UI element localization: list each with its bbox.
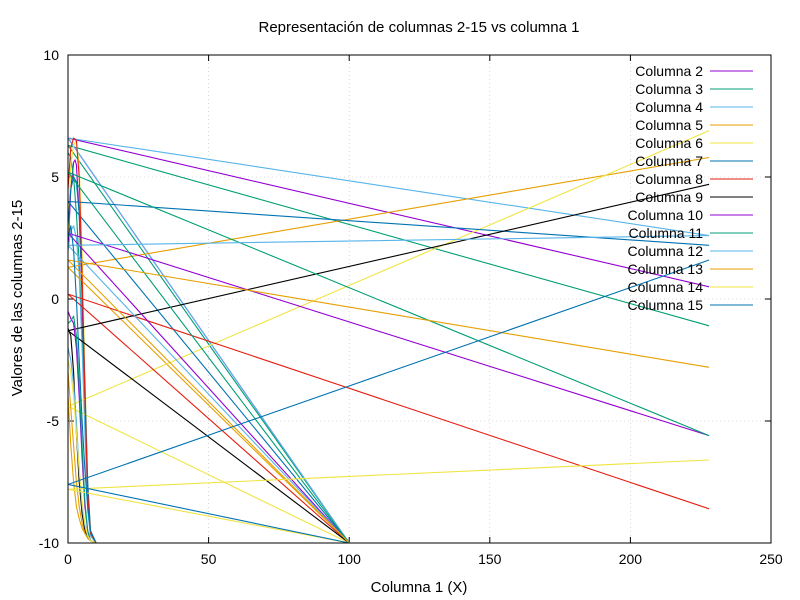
x-tick-label: 250: [759, 551, 783, 567]
x-tick-label: 100: [338, 551, 362, 567]
legend: Columna 2 Columna 3 Columna 4 Columna 5 Colu…: [628, 63, 753, 313]
legend-label: Columna 6: [635, 135, 703, 151]
x-tick-label: 200: [619, 551, 643, 567]
y-tick-label: 10: [43, 47, 59, 63]
y-axis-label: Valores de las columnas 2-15: [9, 200, 26, 397]
chart-title: Representación de columnas 2-15 vs colum…: [258, 19, 579, 36]
legend-label: Columna 4: [635, 99, 703, 115]
series-group: [68, 130, 710, 543]
series-line-15: [68, 225, 710, 543]
legend-label: Columna 15: [628, 297, 704, 313]
legend-label: Columna 7: [635, 153, 703, 169]
series-line-7: [68, 176, 710, 543]
series-line-4: [68, 137, 710, 543]
series-line-8: [68, 137, 710, 543]
x-tick-label: 50: [201, 551, 217, 567]
legend-label: Columna 2: [635, 63, 703, 79]
y-tick-label: -5: [47, 413, 60, 429]
legend-label: Columna 8: [635, 171, 703, 187]
legend-label: Columna 14: [628, 279, 704, 295]
series-line-3: [68, 144, 710, 543]
plot-frame: [67, 54, 772, 544]
series-line-10: [68, 232, 710, 543]
legend-label: Columna 10: [628, 207, 704, 223]
series-line-14: [68, 359, 710, 543]
series-line-13: [68, 259, 710, 543]
series-line-2: [68, 137, 710, 543]
x-tick-label: 150: [478, 551, 502, 567]
legend-label: Columna 3: [635, 81, 703, 97]
series-line-9: [68, 183, 710, 543]
y-tick-label: -10: [39, 535, 59, 551]
legend-label: Columna 13: [628, 261, 704, 277]
y-tick-label: 0: [51, 291, 59, 307]
x-axis-label: Columna 1 (X): [371, 579, 468, 596]
x-tick-label: 0: [64, 551, 72, 567]
series-line-11: [68, 171, 710, 543]
legend-label: Columna 11: [629, 225, 704, 241]
legend-label: Columna 5: [635, 117, 703, 133]
y-tick-label: 5: [51, 169, 59, 185]
legend-label: Columna 12: [628, 243, 704, 259]
legend-label: Columna 9: [635, 189, 703, 205]
series-line-6: [68, 130, 710, 543]
